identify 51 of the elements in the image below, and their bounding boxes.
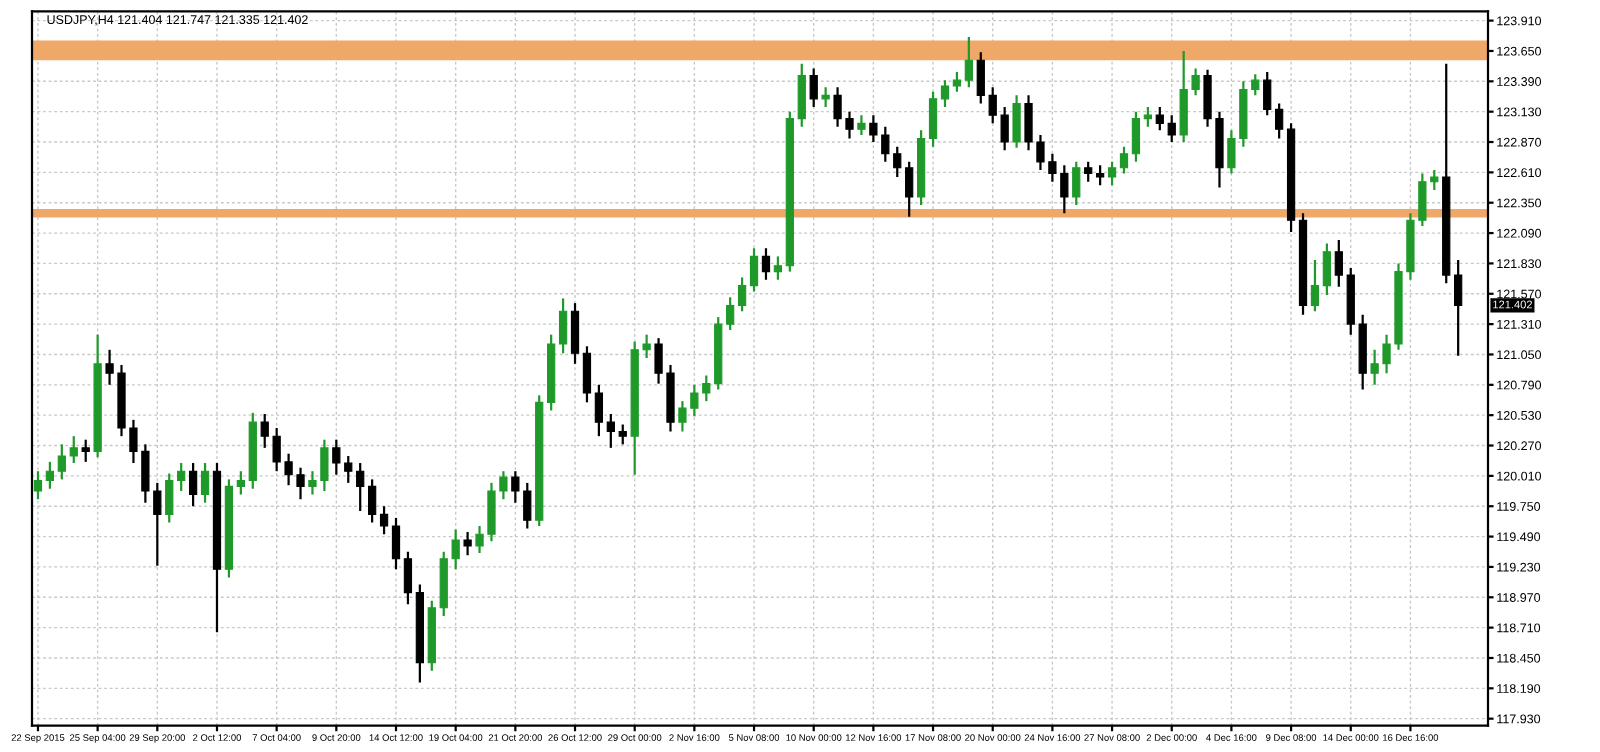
candlestick xyxy=(200,461,210,504)
candlestick xyxy=(69,435,78,465)
candlestick xyxy=(1131,110,1141,163)
candlestick xyxy=(737,276,747,313)
candlestick xyxy=(570,302,580,365)
candlestick xyxy=(964,35,973,89)
candlestick xyxy=(1155,105,1164,132)
candlestick xyxy=(1107,160,1117,187)
candlestick xyxy=(379,505,389,536)
candlestick xyxy=(797,62,806,128)
candlestick xyxy=(761,247,771,281)
candlestick xyxy=(749,247,759,293)
candlestick xyxy=(1072,160,1081,207)
candlestick xyxy=(356,461,365,512)
candlestick xyxy=(857,114,866,137)
candlestick xyxy=(1310,258,1320,313)
candlestick xyxy=(33,470,43,501)
candlestick xyxy=(582,345,592,404)
candlestick xyxy=(1275,102,1284,140)
candlestick xyxy=(1334,238,1343,288)
candlestick xyxy=(594,383,604,438)
candlestick xyxy=(1084,160,1093,183)
candlestick xyxy=(952,70,962,93)
candlestick xyxy=(177,461,186,493)
candlestick xyxy=(726,296,735,332)
candlestick xyxy=(1322,242,1332,297)
candlestick xyxy=(463,530,472,557)
candlestick xyxy=(618,423,627,446)
candlestick xyxy=(773,255,783,281)
candlestick xyxy=(1454,258,1463,357)
candlestick xyxy=(928,90,938,148)
candlestick xyxy=(391,516,401,571)
candlestick xyxy=(1095,164,1105,187)
candlestick xyxy=(1167,114,1176,144)
candlestick xyxy=(558,297,568,355)
candlestick xyxy=(1119,145,1129,175)
candlestick xyxy=(905,160,914,218)
candlestick xyxy=(45,460,55,490)
candlestick xyxy=(606,412,615,449)
candlestick xyxy=(81,438,90,463)
candlestick xyxy=(821,86,830,109)
candlestick xyxy=(1012,94,1021,149)
candlestick xyxy=(809,67,818,109)
candlestick xyxy=(940,79,950,109)
candlestick xyxy=(236,470,245,496)
candlestick xyxy=(1263,70,1272,117)
candlestick xyxy=(57,443,66,481)
candlestick xyxy=(367,478,377,524)
candlestick xyxy=(403,550,413,606)
candlestick xyxy=(165,472,174,524)
candlestick xyxy=(188,461,198,508)
